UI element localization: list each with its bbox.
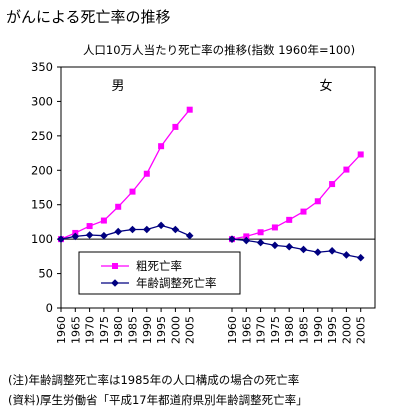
y-tick-label: 250 bbox=[31, 129, 53, 143]
series-line-male-age-adjusted bbox=[60, 224, 190, 240]
data-point-female-crude bbox=[357, 151, 364, 158]
x-tick-label: 2000 bbox=[169, 316, 182, 344]
x-tick-label: 1975 bbox=[269, 316, 282, 344]
data-point-male-crude bbox=[129, 188, 136, 195]
data-point-female-crude bbox=[314, 198, 321, 205]
x-tick-label: 1985 bbox=[298, 316, 311, 344]
x-tick-label: 1970 bbox=[255, 316, 268, 344]
data-point-female-age-adjusted bbox=[356, 253, 365, 262]
data-point-male-age-adjusted bbox=[128, 225, 137, 234]
x-tick-label: 2005 bbox=[184, 316, 197, 344]
data-point-female-age-adjusted bbox=[228, 235, 236, 243]
data-point-male-crude bbox=[172, 123, 179, 130]
y-tick-label: 100 bbox=[31, 232, 53, 246]
y-tick-label: 0 bbox=[46, 301, 53, 315]
data-point-male-age-adjusted bbox=[171, 225, 180, 234]
x-tick-label: 1970 bbox=[84, 316, 97, 344]
data-point-male-age-adjusted bbox=[57, 235, 65, 243]
data-point-male-age-adjusted bbox=[185, 231, 194, 240]
panel-label-female: 女 bbox=[319, 78, 332, 94]
x-tick-label: 1960 bbox=[226, 316, 239, 344]
x-axis: 1960 1965 1970 1975 1980 1985 1990 1995 2000 2005… bbox=[55, 308, 368, 344]
x-tick-label: 1980 bbox=[112, 316, 125, 344]
series-line-female-age-adjusted bbox=[231, 238, 361, 259]
panel-label-male: 男 bbox=[111, 79, 124, 94]
data-point-female-crude bbox=[257, 229, 264, 236]
x-tick-label: 1995 bbox=[155, 316, 168, 344]
data-point-female-age-adjusted bbox=[285, 242, 293, 251]
data-point-female-age-adjusted bbox=[342, 251, 351, 259]
legend-marker-age-adjusted bbox=[111, 279, 119, 287]
x-tick-label: 2000 bbox=[340, 316, 353, 344]
x-tick-label: 2005 bbox=[355, 316, 368, 344]
y-tick-label: 150 bbox=[31, 198, 53, 212]
y-tick-label: 350 bbox=[31, 60, 53, 74]
x-tick-label: 1990 bbox=[141, 316, 154, 344]
data-point-male-crude bbox=[86, 223, 93, 230]
data-point-male-age-adjusted bbox=[157, 221, 165, 230]
x-tick-label: 1990 bbox=[312, 316, 325, 344]
data-point-male-crude bbox=[186, 106, 193, 113]
data-point-female-crude bbox=[343, 166, 350, 173]
data-point-female-crude bbox=[271, 224, 278, 231]
data-point-male-age-adjusted bbox=[85, 231, 94, 239]
data-point-female-crude bbox=[300, 208, 307, 215]
data-point-female-crude bbox=[286, 216, 293, 223]
data-point-male-crude bbox=[100, 217, 107, 224]
series-lines bbox=[57, 106, 365, 262]
legend-marker-crude bbox=[112, 263, 118, 269]
y-tick-label: 300 bbox=[31, 94, 53, 108]
data-point-female-age-adjusted bbox=[256, 238, 265, 247]
note-standardized-rate: (注)年齢調整死亡率は1985年の人口構成の場合の死亡率 bbox=[8, 373, 300, 387]
data-point-female-age-adjusted bbox=[271, 241, 279, 250]
data-point-male-age-adjusted bbox=[114, 227, 122, 236]
series-line-male-crude bbox=[60, 109, 191, 240]
data-point-male-crude bbox=[143, 170, 150, 177]
x-tick-label: 1965 bbox=[69, 316, 82, 344]
x-tick-label: 1995 bbox=[326, 316, 339, 344]
data-point-female-crude bbox=[329, 181, 336, 188]
x-tick-label: 1980 bbox=[283, 316, 296, 344]
data-point-female-age-adjusted bbox=[242, 236, 251, 245]
series-line-female-crude bbox=[231, 154, 362, 240]
x-tick-label: 1975 bbox=[98, 316, 111, 344]
y-tick-label: 200 bbox=[31, 163, 53, 177]
data-point-male-age-adjusted bbox=[100, 231, 108, 240]
data-point-male-age-adjusted bbox=[71, 232, 80, 241]
panel-labels: 男女 bbox=[111, 78, 332, 94]
data-point-female-crude bbox=[243, 233, 250, 240]
data-point-male-crude bbox=[115, 203, 122, 210]
note-source: (資料)厚生労働省「平成17年都道府県別年齢調整死亡率」 bbox=[8, 393, 308, 407]
x-tick-label: 1985 bbox=[127, 316, 140, 344]
y-axis: 0 50 100 150 200 250 300 350 bbox=[31, 60, 61, 315]
x-tick-label: 1960 bbox=[55, 316, 68, 344]
y-tick-label: 50 bbox=[38, 267, 53, 281]
data-point-female-age-adjusted bbox=[314, 248, 322, 257]
legend-box bbox=[78, 251, 241, 295]
data-point-male-age-adjusted bbox=[143, 225, 151, 234]
chart-title: 人口10万人当たり死亡率の推移(指数 1960年=100) bbox=[83, 43, 355, 57]
data-point-male-crude bbox=[158, 143, 165, 150]
page-title: がんによる死亡率の推移 bbox=[6, 8, 171, 26]
x-tick-label: 1965 bbox=[240, 316, 253, 344]
data-point-female-age-adjusted bbox=[299, 245, 308, 254]
legend-label-age-adjusted: 年齢調整死亡率 bbox=[136, 276, 217, 290]
data-point-female-age-adjusted bbox=[328, 247, 336, 255]
legend-label-crude: 粗死亡率 bbox=[136, 259, 182, 273]
